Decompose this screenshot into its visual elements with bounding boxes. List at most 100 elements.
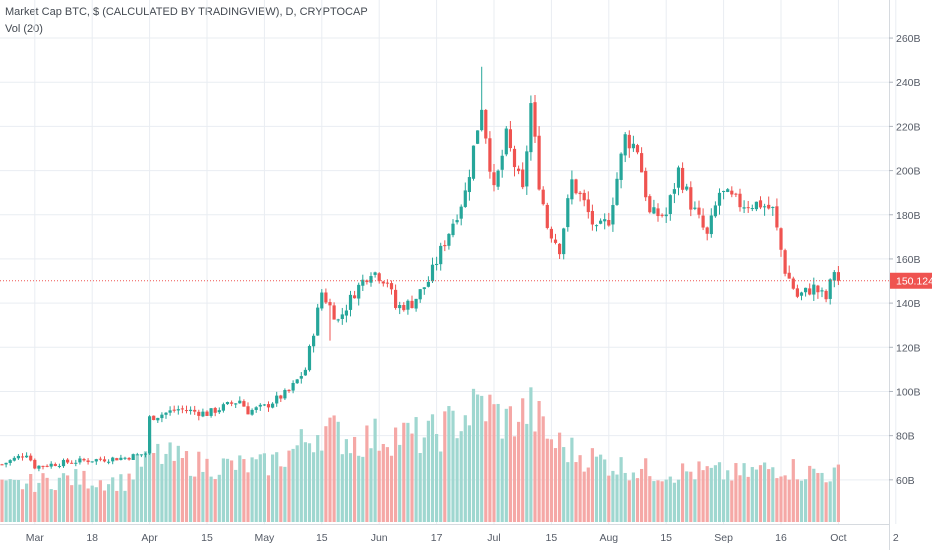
volume-bar: [33, 491, 37, 522]
candle-body: [398, 305, 402, 309]
volume-bar: [344, 439, 348, 522]
price-tick-label: 180B: [896, 210, 921, 222]
time-tick-label: Jul: [487, 532, 500, 544]
volume-bar: [180, 458, 184, 522]
volume-bar: [82, 470, 86, 522]
chart-legend: Market Cap BTC, $ (CALCULATED BY TRADING…: [5, 4, 368, 38]
price-tick-label: 160B: [896, 254, 921, 266]
candle-body: [607, 219, 611, 226]
volume-bar: [41, 473, 45, 522]
volume-bar: [225, 458, 230, 522]
volume-bar: [98, 480, 102, 522]
candle-body: [672, 189, 676, 194]
candle-body: [525, 151, 529, 187]
volume-bar: [693, 479, 697, 522]
candle-body: [709, 215, 713, 235]
volume-bar: [660, 481, 664, 522]
candle-body: [504, 128, 508, 155]
volume-bar: [119, 474, 123, 522]
candle-body: [426, 281, 430, 287]
candle-body: [594, 225, 599, 227]
candle-body: [787, 272, 791, 279]
volume-bar: [480, 395, 484, 522]
volume-bar: [808, 465, 812, 522]
candle-body: [615, 178, 619, 205]
volume-bar: [594, 456, 599, 522]
candle-body: [730, 190, 734, 195]
volume-bar: [135, 455, 139, 522]
volume-bar: [70, 485, 74, 522]
candle-body: [726, 189, 730, 192]
volume-bar: [439, 451, 443, 522]
volume-bar: [160, 463, 164, 522]
volume-bar: [525, 423, 529, 522]
volume-bar: [791, 459, 795, 522]
candle-body: [771, 206, 775, 208]
candle-body: [94, 459, 98, 462]
candle-body: [783, 250, 787, 274]
candle-body: [49, 463, 53, 467]
volume-bar: [66, 475, 70, 522]
volume-bar: [127, 473, 131, 522]
volume-bar: [574, 462, 578, 522]
volume-bar: [348, 453, 353, 522]
candle-body: [184, 410, 189, 412]
volume-bar: [430, 414, 435, 522]
volume-bar: [701, 470, 705, 522]
candle-body: [631, 143, 635, 149]
price-tick-label: 60B: [896, 475, 915, 487]
candle-body: [512, 148, 517, 168]
candle-body: [119, 457, 123, 460]
candle-body: [250, 409, 254, 415]
candle-body: [566, 198, 570, 228]
candle-body: [373, 272, 377, 275]
volume-bar: [283, 466, 287, 522]
candle-body: [570, 179, 574, 200]
candle-body: [20, 456, 25, 458]
volume-bar: [619, 457, 623, 522]
candle-body: [127, 457, 131, 460]
volume-bar: [406, 422, 410, 522]
volume-indicator-label[interactable]: Vol (20): [5, 23, 43, 35]
volume-bar: [459, 431, 463, 522]
candle-body: [422, 287, 426, 290]
candle-body: [389, 283, 394, 290]
candle-body: [234, 403, 238, 405]
candle-body: [172, 409, 176, 411]
candle-body: [804, 287, 808, 293]
volume-bar: [713, 465, 717, 522]
volume-bar: [512, 436, 517, 522]
candle-body: [824, 290, 828, 300]
volume-bar: [455, 438, 459, 522]
candle-body: [225, 402, 230, 405]
volume-bar: [20, 489, 25, 522]
volume-bar: [295, 445, 299, 522]
volume-bar: [123, 490, 127, 522]
volume-bar: [242, 459, 246, 522]
candle-body: [86, 460, 90, 463]
volume-bar: [353, 436, 357, 522]
volume-bar: [90, 485, 94, 522]
volume-bar: [307, 443, 312, 522]
candle-body: [299, 376, 303, 379]
candle-body: [197, 411, 201, 416]
candle-body: [131, 454, 135, 460]
volume-bar: [394, 427, 398, 522]
candle-body: [312, 335, 316, 347]
candle-body: [742, 207, 746, 209]
volume-bar: [820, 472, 824, 522]
candle-body: [668, 195, 672, 215]
volume-bar: [365, 425, 369, 522]
candle-body: [799, 292, 804, 296]
candle-body: [307, 345, 312, 371]
candle-body: [447, 233, 451, 246]
volume-bar: [730, 480, 734, 522]
volume-bar: [717, 462, 722, 522]
price-tick-label: 240B: [896, 77, 921, 89]
volume-bar: [615, 474, 619, 522]
volume-bar: [320, 450, 324, 522]
candle-body: [90, 461, 94, 463]
volume-bar: [775, 478, 779, 522]
volume-bar: [726, 470, 730, 522]
